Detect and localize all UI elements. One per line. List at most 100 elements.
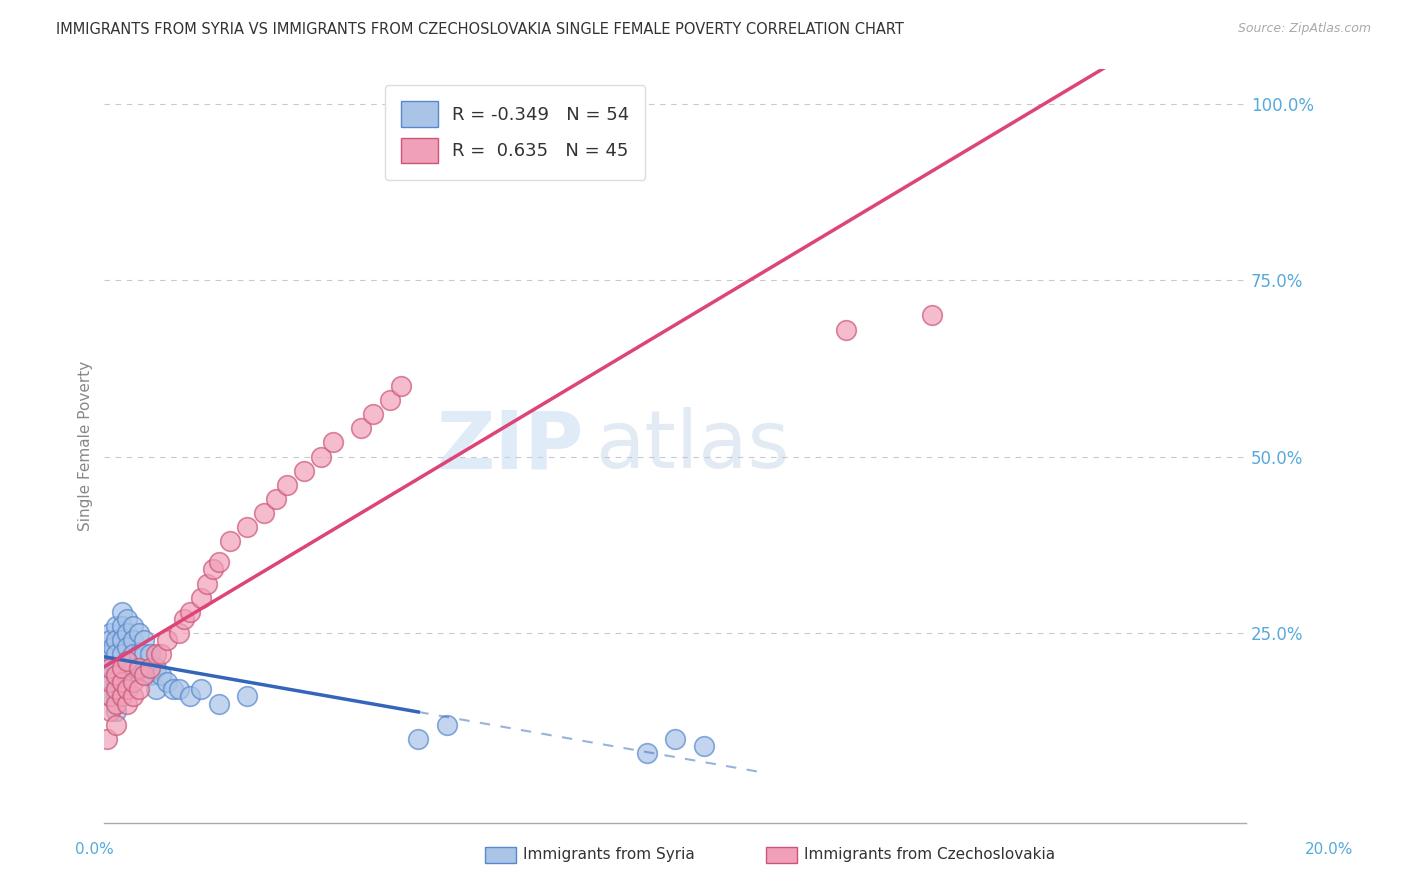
Point — [104, 675, 127, 690]
Point — [276, 478, 298, 492]
Point — [110, 661, 132, 675]
Point — [167, 626, 190, 640]
Point — [110, 633, 132, 648]
Point — [436, 717, 458, 731]
Point — [236, 690, 259, 704]
Point — [134, 647, 156, 661]
Point — [122, 619, 145, 633]
Point — [145, 682, 167, 697]
Point — [128, 661, 150, 675]
Point — [179, 605, 201, 619]
Point — [115, 640, 138, 654]
Point — [162, 682, 184, 697]
Text: Immigrants from Czechoslovakia: Immigrants from Czechoslovakia — [804, 847, 1056, 862]
Point — [145, 661, 167, 675]
Point — [104, 633, 127, 648]
Point — [104, 619, 127, 633]
Point — [128, 661, 150, 675]
Point — [156, 675, 179, 690]
Point — [179, 690, 201, 704]
Point — [139, 661, 162, 675]
Point — [98, 690, 121, 704]
Point — [110, 605, 132, 619]
Point — [104, 647, 127, 661]
Point — [98, 690, 121, 704]
Point — [104, 668, 127, 682]
Point — [128, 626, 150, 640]
Point — [98, 633, 121, 648]
Point — [115, 697, 138, 711]
Point — [236, 520, 259, 534]
Point — [104, 661, 127, 675]
Point — [110, 661, 132, 675]
Point — [98, 647, 121, 661]
Point — [98, 675, 121, 690]
Point — [122, 633, 145, 648]
Point — [104, 704, 127, 718]
Point — [134, 668, 156, 682]
Point — [139, 668, 162, 682]
Text: Immigrants from Syria: Immigrants from Syria — [523, 847, 695, 862]
Point — [115, 612, 138, 626]
Point — [207, 556, 229, 570]
Point — [292, 464, 315, 478]
Point — [115, 668, 138, 682]
Text: Source: ZipAtlas.com: Source: ZipAtlas.com — [1237, 22, 1371, 36]
Point — [98, 626, 121, 640]
Point — [128, 682, 150, 697]
Point — [110, 690, 132, 704]
Point — [104, 697, 127, 711]
Text: IMMIGRANTS FROM SYRIA VS IMMIGRANTS FROM CZECHOSLOVAKIA SINGLE FEMALE POVERTY CO: IMMIGRANTS FROM SYRIA VS IMMIGRANTS FROM… — [56, 22, 904, 37]
Point — [98, 704, 121, 718]
Text: ZIP: ZIP — [436, 407, 583, 485]
Point — [122, 690, 145, 704]
Point — [104, 717, 127, 731]
Point — [150, 668, 173, 682]
Point — [122, 661, 145, 675]
Point — [110, 647, 132, 661]
Legend: R = -0.349   N = 54, R =  0.635   N = 45: R = -0.349 N = 54, R = 0.635 N = 45 — [385, 85, 645, 179]
Point — [190, 682, 212, 697]
Text: 20.0%: 20.0% — [1305, 842, 1353, 856]
Point — [350, 421, 373, 435]
Point — [156, 633, 179, 648]
Text: 0.0%: 0.0% — [75, 842, 114, 856]
Point — [145, 647, 167, 661]
Point — [207, 697, 229, 711]
Point — [195, 576, 218, 591]
Point — [190, 591, 212, 605]
Point — [110, 619, 132, 633]
Text: atlas: atlas — [595, 407, 790, 485]
Point — [378, 393, 401, 408]
Point — [636, 746, 658, 760]
Point — [389, 379, 412, 393]
Point — [128, 647, 150, 661]
Point — [664, 731, 686, 746]
Point — [101, 640, 124, 654]
Point — [201, 562, 224, 576]
Point — [139, 647, 162, 661]
Point — [134, 633, 156, 648]
Point — [115, 654, 138, 668]
Point — [692, 739, 714, 753]
Point — [173, 612, 195, 626]
Point — [122, 647, 145, 661]
Point — [406, 731, 429, 746]
Point — [134, 668, 156, 682]
Point — [322, 435, 344, 450]
Point — [115, 682, 138, 697]
Point — [309, 450, 332, 464]
Point — [96, 647, 118, 661]
Point — [115, 626, 138, 640]
Point — [98, 661, 121, 675]
Point — [98, 661, 121, 675]
Point — [167, 682, 190, 697]
Point — [219, 534, 242, 549]
Y-axis label: Single Female Poverty: Single Female Poverty — [79, 361, 93, 531]
Point — [253, 506, 276, 520]
Point — [122, 675, 145, 690]
Point — [110, 675, 132, 690]
Point — [361, 407, 384, 421]
Point — [150, 647, 173, 661]
Point — [110, 675, 132, 690]
